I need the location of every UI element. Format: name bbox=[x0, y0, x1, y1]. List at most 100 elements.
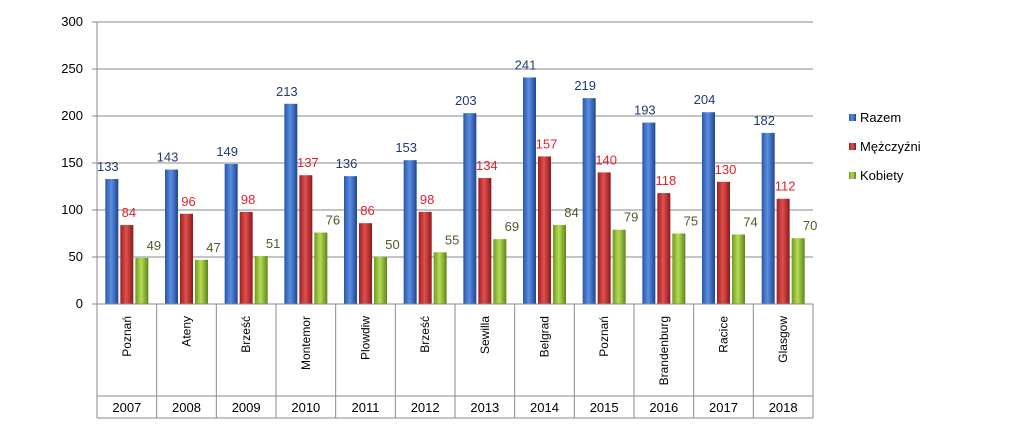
bar-razem bbox=[702, 112, 715, 305]
x-category-label: Plowdiw bbox=[359, 316, 373, 360]
x-year-label: 2010 bbox=[291, 400, 320, 415]
y-tick-label: 250 bbox=[61, 61, 83, 76]
data-label: 143 bbox=[157, 150, 179, 165]
legend-swatch bbox=[849, 114, 856, 121]
data-label: 84 bbox=[122, 205, 136, 220]
gridlines bbox=[97, 21, 813, 258]
x-year-label: 2009 bbox=[232, 400, 261, 415]
bar-kobiety bbox=[612, 229, 626, 304]
legend-label: Mężczyźni bbox=[860, 139, 921, 154]
x-category-label: Ateny bbox=[180, 316, 194, 347]
y-tick-label: 100 bbox=[61, 202, 83, 217]
data-label: 112 bbox=[775, 179, 796, 194]
y-tick-label: 0 bbox=[76, 296, 83, 311]
data-label: 69 bbox=[505, 219, 519, 234]
x-category-label: Brandenburg bbox=[657, 316, 671, 385]
bar-mężczyźni bbox=[180, 213, 193, 304]
bar-mężczyźni bbox=[239, 211, 253, 304]
data-label: 70 bbox=[803, 218, 817, 233]
x-year-label: 2013 bbox=[470, 400, 499, 415]
axes: 0 50 100 150 200 250 300 Poznań 2007 Ateny 2008 Brz… bbox=[61, 14, 814, 419]
bar-kobiety bbox=[314, 232, 328, 304]
bar-kobiety bbox=[374, 257, 387, 304]
y-tick-label: 300 bbox=[61, 14, 83, 29]
data-label: 133 bbox=[97, 159, 119, 174]
bar-mężczyźni bbox=[538, 156, 551, 304]
data-label: 98 bbox=[241, 192, 255, 207]
x-year-label: 2014 bbox=[530, 400, 559, 415]
bar-razem bbox=[403, 160, 417, 304]
bar-razem bbox=[165, 169, 178, 304]
data-label: 98 bbox=[420, 192, 434, 207]
bar-kobiety bbox=[553, 225, 566, 304]
x-category-label: Poznań bbox=[120, 316, 134, 357]
bar-razem bbox=[284, 103, 298, 304]
bar-kobiety bbox=[672, 233, 686, 304]
legend-swatch bbox=[849, 172, 856, 179]
x-year-label: 2008 bbox=[172, 400, 201, 415]
bar-mężczyźni bbox=[299, 175, 313, 304]
y-tick-label: 200 bbox=[61, 108, 83, 123]
data-label: 79 bbox=[624, 210, 638, 225]
data-label: 157 bbox=[536, 136, 558, 151]
legend: Razem Mężczyźni Kobiety bbox=[849, 110, 921, 183]
data-label: 51 bbox=[266, 236, 280, 251]
bar-mężczyźni bbox=[478, 178, 492, 304]
x-category-label: Glasgow bbox=[776, 316, 790, 363]
bar-mężczyźni bbox=[359, 223, 372, 304]
bar-kobiety bbox=[195, 259, 208, 304]
data-label: 140 bbox=[595, 152, 617, 167]
bar-razem bbox=[761, 132, 775, 304]
legend-swatch bbox=[849, 143, 856, 150]
data-label: 182 bbox=[753, 113, 775, 128]
data-label: 76 bbox=[326, 213, 340, 228]
y-tick-label: 50 bbox=[69, 249, 83, 264]
bar-kobiety bbox=[135, 257, 149, 304]
bar-kobiety bbox=[732, 234, 745, 304]
data-label: 149 bbox=[216, 144, 238, 159]
data-label: 96 bbox=[181, 194, 195, 209]
bar-razem bbox=[463, 113, 477, 305]
x-category-label: Brześć bbox=[239, 316, 253, 353]
bar-mężczyźni bbox=[776, 198, 790, 304]
bar-kobiety bbox=[791, 238, 805, 304]
x-year-label: 2016 bbox=[649, 400, 678, 415]
x-category-label: Brześć bbox=[418, 316, 432, 353]
data-label: 203 bbox=[455, 93, 477, 108]
bar-razem bbox=[582, 98, 596, 304]
data-label: 130 bbox=[715, 162, 737, 177]
data-label: 50 bbox=[385, 237, 399, 252]
bar-razem bbox=[224, 163, 238, 304]
legend-label: Kobiety bbox=[860, 168, 904, 183]
data-label: 49 bbox=[147, 238, 161, 253]
bars bbox=[105, 77, 805, 305]
data-labels: 133 84 49 143 96 47 149 98 51 213 137 76 136 86 50 153 9… bbox=[97, 57, 817, 254]
bar-mężczyźni bbox=[418, 211, 432, 304]
bar-kobiety bbox=[493, 239, 507, 304]
data-label: 136 bbox=[336, 156, 358, 171]
data-label: 204 bbox=[694, 92, 716, 107]
data-label: 86 bbox=[360, 203, 374, 218]
y-tick-label: 150 bbox=[61, 155, 83, 170]
x-year-label: 2017 bbox=[709, 400, 738, 415]
x-year-label: 2015 bbox=[590, 400, 619, 415]
data-label: 241 bbox=[515, 57, 537, 72]
x-category-label: Montemor bbox=[299, 316, 313, 370]
x-category-label: Sewilla bbox=[478, 316, 492, 354]
bar-kobiety bbox=[433, 252, 447, 304]
data-label: 193 bbox=[634, 103, 656, 118]
data-label: 213 bbox=[276, 84, 298, 99]
data-label: 75 bbox=[684, 214, 698, 229]
x-category-label: Belgrad bbox=[538, 316, 552, 357]
bar-kobiety bbox=[254, 256, 268, 304]
bar-razem bbox=[344, 176, 357, 304]
data-label: 219 bbox=[574, 78, 596, 93]
data-label: 153 bbox=[395, 140, 417, 155]
data-label: 134 bbox=[476, 158, 498, 173]
data-label: 137 bbox=[297, 155, 319, 170]
x-category-label: Poznań bbox=[597, 316, 611, 357]
bar-mężczyźni bbox=[597, 172, 611, 304]
x-year-label: 2012 bbox=[411, 400, 440, 415]
bar-mężczyźni bbox=[717, 181, 730, 304]
